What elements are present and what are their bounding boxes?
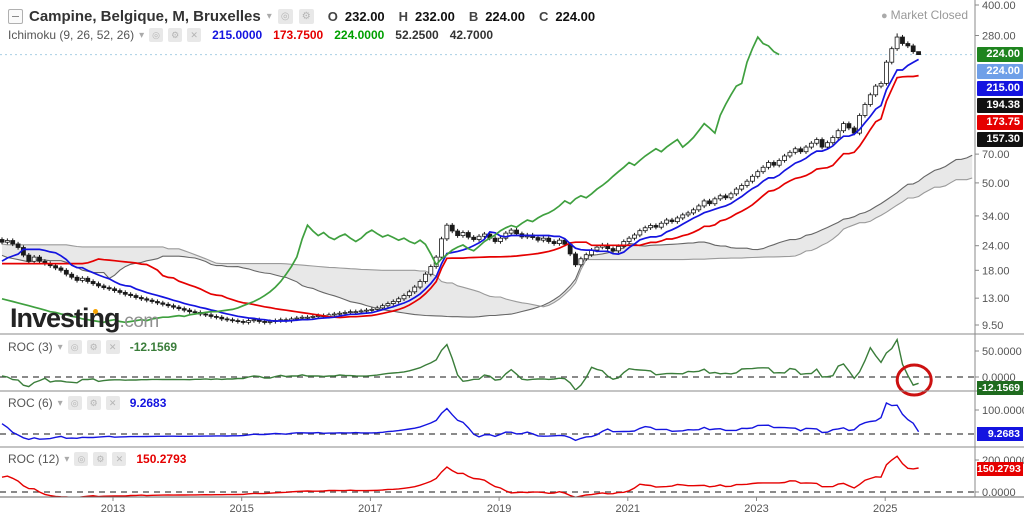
low-label: B	[468, 9, 479, 24]
senkou-a-line	[1, 154, 973, 318]
annotation-circle	[895, 363, 933, 397]
price-badge-2: 215.00	[977, 81, 1023, 96]
chikou-value: 224.0000	[334, 28, 385, 42]
visibility-icon[interactable]: ◎	[277, 9, 293, 24]
high-value: 232.00	[415, 9, 455, 24]
main-price-panel	[0, 33, 975, 325]
senkou-b-line	[1, 177, 973, 308]
price-badge-1: 224.00	[977, 64, 1023, 79]
open-label: O	[327, 9, 338, 24]
roc12-value: 150.2793	[136, 452, 187, 466]
roc6-panel	[0, 402, 975, 442]
svg-text:400.00: 400.00	[982, 0, 1016, 12]
high-label: H	[398, 9, 409, 24]
svg-text:2019: 2019	[487, 503, 511, 515]
svg-text:2015: 2015	[229, 503, 253, 515]
collapse-panel-icon[interactable]	[8, 9, 23, 24]
close-label: C	[538, 9, 549, 24]
senkou-a-value: 52.2500	[395, 28, 439, 42]
remove-icon[interactable]: ✕	[105, 396, 120, 410]
investing-logo: Investing.com	[10, 303, 159, 334]
roc12-panel	[0, 455, 975, 497]
kijun-value: 173.7500	[273, 28, 324, 42]
roc-line	[1, 455, 919, 497]
svg-text:9.50: 9.50	[982, 320, 1003, 332]
tenkan-line	[1, 58, 920, 322]
roc3-badge: -12.1569	[977, 381, 1023, 395]
axis-labels: 400.00 280.00 70.00 50.00 34.00 24.00 18.00 13.…	[101, 0, 1024, 515]
logo-text: Investing	[10, 303, 121, 333]
open-value: 232.00	[344, 9, 385, 24]
remove-icon[interactable]: ✕	[105, 340, 120, 354]
settings-icon[interactable]: ⚙	[86, 396, 101, 410]
senkou-b-value: 42.7000	[449, 28, 494, 42]
roc12-name[interactable]: ROC (12)	[8, 452, 60, 466]
roc6-value: 9.2683	[129, 396, 167, 410]
visibility-icon[interactable]: ◎	[67, 340, 82, 354]
visibility-icon[interactable]: ◎	[149, 28, 164, 42]
svg-text:70.00: 70.00	[982, 149, 1010, 161]
tenkan-value: 215.0000	[212, 28, 263, 42]
kijun-line	[2, 74, 919, 319]
candles-series	[0, 33, 921, 325]
svg-text:50.00: 50.00	[982, 178, 1010, 190]
svg-text:18.00: 18.00	[982, 265, 1010, 277]
svg-text:24.00: 24.00	[982, 241, 1010, 253]
svg-text:13.00: 13.00	[982, 293, 1010, 305]
remove-icon[interactable]: ✕	[112, 452, 127, 466]
visibility-icon[interactable]: ◎	[67, 396, 82, 410]
roc3-panel	[0, 337, 975, 390]
visibility-icon[interactable]: ◎	[74, 452, 89, 466]
svg-text:50.0000: 50.0000	[982, 346, 1022, 358]
settings-icon[interactable]: ⚙	[86, 340, 101, 354]
svg-text:2017: 2017	[358, 503, 382, 515]
chevron-down-icon[interactable]: ▾	[266, 11, 272, 22]
svg-text:2025: 2025	[873, 503, 897, 515]
roc12-badge: 150.2793	[977, 462, 1023, 476]
svg-text:34.00: 34.00	[982, 211, 1010, 223]
low-value: 224.00	[485, 9, 525, 24]
logo-orange-dot	[93, 309, 98, 314]
price-badge-4: 173.75	[977, 115, 1023, 130]
settings-icon[interactable]: ⚙	[93, 452, 108, 466]
chevron-down-icon[interactable]: ▾	[57, 397, 63, 409]
settings-icon[interactable]: ⚙	[168, 28, 183, 42]
instrument-header: Campine, Belgique, M, Bruxelles ▾ ◎ ⚙ O …	[8, 8, 595, 25]
roc3-name[interactable]: ROC (3)	[8, 340, 53, 354]
svg-text:100.0000: 100.0000	[982, 405, 1024, 417]
roc-line	[1, 402, 920, 442]
svg-text:0.0000: 0.0000	[982, 487, 1016, 499]
roc3-legend: ROC (3) ▾ ◎ ⚙ ✕ -12.1569	[8, 340, 177, 354]
chikou-line	[1, 35, 780, 324]
price-badge-3: 194.38	[977, 98, 1023, 113]
chevron-down-icon[interactable]: ▾	[64, 453, 70, 465]
chevron-down-icon[interactable]: ▾	[139, 29, 145, 41]
settings-icon[interactable]: ⚙	[298, 9, 314, 24]
close-value: 224.00	[555, 9, 596, 24]
ichimoku-legend: Ichimoku (9, 26, 52, 26) ▾ ◎ ⚙ ✕ 215.000…	[8, 28, 493, 42]
frame	[0, 0, 1024, 498]
roc12-legend: ROC (12) ▾ ◎ ⚙ ✕ 150.2793	[8, 452, 186, 466]
roc3-value: -12.1569	[129, 340, 178, 354]
svg-text:2023: 2023	[744, 503, 768, 515]
price-badge-5: 157.30	[977, 132, 1023, 147]
svg-text:2013: 2013	[101, 503, 125, 515]
status-dot-icon: ●	[880, 10, 888, 22]
svg-text:2021: 2021	[616, 503, 640, 515]
roc6-name[interactable]: ROC (6)	[8, 396, 53, 410]
roc6-badge: 9.2683	[977, 427, 1023, 441]
svg-text:280.00: 280.00	[982, 31, 1016, 43]
indicator-name[interactable]: Ichimoku (9, 26, 52, 26)	[8, 28, 135, 42]
chevron-down-icon[interactable]: ▾	[57, 341, 63, 353]
roc-line	[1, 337, 919, 390]
remove-icon[interactable]: ✕	[187, 28, 202, 42]
symbol-title[interactable]: Campine, Belgique, M, Bruxelles	[29, 8, 261, 25]
roc6-legend: ROC (6) ▾ ◎ ⚙ ✕ 9.2683	[8, 396, 166, 410]
annotation-layer	[895, 363, 933, 397]
logo-suffix: .com	[119, 311, 160, 332]
market-status: ● Market Closed	[880, 8, 968, 22]
price-badge-0: 224.00	[977, 47, 1023, 62]
